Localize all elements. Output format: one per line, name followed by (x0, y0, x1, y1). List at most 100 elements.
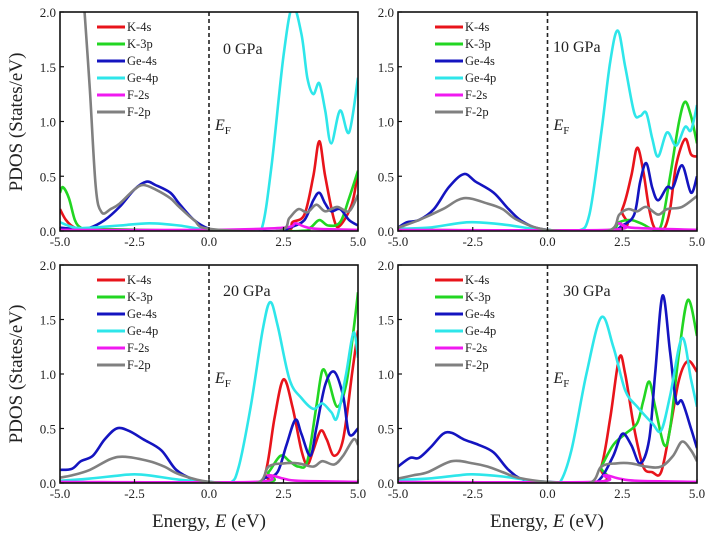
y-tick-label: 1.5 (378, 60, 394, 75)
series-line-ge-4p (60, 12, 358, 231)
legend-label-f-2s: F-2s (127, 341, 149, 355)
x-tick-label: 0.0 (201, 486, 217, 501)
y-tick-label: 1.0 (378, 367, 394, 382)
x-axis-label-var: E (214, 511, 227, 532)
y-tick-label: 2.0 (40, 258, 56, 273)
legend-label-f-2p: F-2p (465, 358, 489, 372)
x-tick-label: 2.5 (275, 234, 291, 249)
legend-label-k-4s: K-4s (465, 20, 489, 34)
panel-0-gpa: EF -5.0 -2.5 0.0 2.5 5.0 0.0 0.5 1.0 1.5 2.0 K-4s K-… (40, 5, 366, 249)
series-line-f-2p (398, 194, 697, 231)
series-line-f-2p (83, 12, 358, 231)
panel-10-gpa: EF -5.0 -2.5 0.0 2.5 5.0 0.0 0.5 1.0 1.5 2.0 K-4s K-… (378, 5, 705, 249)
fermi-label-sub: F (225, 125, 231, 137)
y-tick-label: 1.0 (378, 115, 394, 130)
y-tick-label: 0.0 (378, 476, 394, 491)
series-line-ge-4p (60, 300, 358, 483)
y-axis-label-bottom: PDOS (States/eV) (6, 305, 27, 444)
panel-20-gpa: EF -5.0 -2.5 0.0 2.5 5.0 0.0 0.5 1.0 1.5 2.0 K-4s K-… (40, 258, 366, 501)
legend-label-f-2p: F-2p (127, 105, 151, 119)
legend-label-ge-4s: Ge-4s (465, 307, 495, 321)
series-line-ge-4p (398, 29, 697, 231)
series-line-f-2p (398, 440, 697, 483)
series-line-ge-4p (398, 315, 697, 483)
series-line-f-2p (60, 437, 358, 483)
legend-label-k-4s: K-4s (127, 273, 151, 287)
x-tick-label: 0.0 (539, 234, 555, 249)
legend-label-ge-4p: Ge-4p (465, 324, 496, 338)
y-tick-label: 0.5 (40, 422, 56, 437)
y-tick-label: 0.5 (40, 169, 56, 184)
series-line-k-3p (60, 170, 358, 231)
fermi-label-var: E (553, 370, 564, 387)
y-tick-label: 1.5 (378, 313, 394, 328)
x-axis-label-pre: Energy, (152, 511, 215, 532)
y-tick-label: 1.0 (40, 367, 56, 382)
legend-label-ge-4p: Ge-4p (127, 71, 158, 85)
legend-label-k-3p: K-3p (465, 37, 491, 51)
fermi-label-var: E (553, 117, 564, 134)
panel-pressure-label: 30 GPa (563, 283, 611, 300)
legend-label-ge-4p: Ge-4p (127, 324, 158, 338)
y-tick-label: 1.5 (40, 60, 56, 75)
x-tick-label: -2.5 (124, 486, 145, 501)
series-line-ge-4s (398, 161, 697, 231)
x-tick-label: -5.0 (50, 234, 71, 249)
fermi-level-label: EF (553, 117, 570, 137)
legend-label-k-4s: K-4s (127, 20, 151, 34)
fermi-level-label: EF (553, 370, 570, 390)
x-tick-label: 2.5 (614, 486, 630, 501)
x-tick-label: -5.0 (388, 234, 409, 249)
x-tick-label: 5.0 (350, 486, 366, 501)
fermi-label-sub: F (563, 378, 569, 390)
x-tick-label: 0.0 (539, 486, 555, 501)
x-axis-label-pre: Energy, (490, 511, 553, 532)
legend-label-k-3p: K-3p (127, 290, 153, 304)
legend-label-f-2s: F-2s (465, 341, 487, 355)
y-tick-label: 1.0 (40, 115, 56, 130)
panel-pressure-label: 10 GPa (553, 39, 601, 56)
fermi-label-var: E (214, 370, 225, 387)
x-axis-label-var: E (552, 511, 565, 532)
legend-label-f-2s: F-2s (465, 88, 487, 102)
legend-label-ge-4s: Ge-4s (127, 54, 157, 68)
x-tick-label: 5.0 (350, 234, 366, 249)
fermi-level-label: EF (214, 117, 231, 137)
legend-label-f-2s: F-2s (127, 88, 149, 102)
x-tick-label: -2.5 (124, 234, 145, 249)
x-tick-label: -2.5 (462, 234, 483, 249)
x-tick-label: 5.0 (689, 486, 705, 501)
y-tick-label: 2.0 (40, 5, 56, 20)
legend-label-ge-4s: Ge-4s (465, 54, 495, 68)
y-tick-label: 0.0 (378, 224, 394, 239)
legend-label-ge-4s: Ge-4s (127, 307, 157, 321)
y-tick-label: 0.0 (40, 476, 56, 491)
x-tick-label: -2.5 (462, 486, 483, 501)
series-line-f-2s (60, 222, 358, 231)
series-line-ge-4s (60, 370, 358, 483)
y-tick-label: 0.5 (378, 422, 394, 437)
fermi-label-sub: F (225, 378, 231, 390)
legend-label-f-2p: F-2p (465, 105, 489, 119)
legend-label-ge-4p: Ge-4p (465, 71, 496, 85)
legend-label-k-3p: K-3p (127, 37, 153, 51)
x-tick-label: -5.0 (388, 486, 409, 501)
panel-pressure-label: 0 GPa (223, 41, 263, 58)
legend-label-f-2p: F-2p (127, 358, 151, 372)
panel-30-gpa: EF -5.0 -2.5 0.0 2.5 5.0 0.0 0.5 1.0 1.5 2.0 K-4s K-… (378, 258, 705, 501)
y-tick-label: 0.5 (378, 169, 394, 184)
x-tick-label: 5.0 (689, 234, 705, 249)
y-tick-label: 2.0 (378, 258, 394, 273)
x-axis-label-post: (eV) (226, 511, 266, 532)
x-tick-label: 0.0 (201, 234, 217, 249)
x-tick-label: 2.5 (614, 234, 630, 249)
fermi-level-label: EF (214, 370, 231, 390)
y-tick-label: 0.0 (40, 224, 56, 239)
x-tick-label: -5.0 (50, 486, 71, 501)
x-axis-label-right: Energy, E (eV) (490, 511, 604, 532)
y-tick-label: 1.5 (40, 313, 56, 328)
legend-label-k-4s: K-4s (465, 273, 489, 287)
x-axis-label-left: Energy, E (eV) (152, 511, 266, 532)
panel-pressure-label: 20 GPa (223, 283, 271, 300)
